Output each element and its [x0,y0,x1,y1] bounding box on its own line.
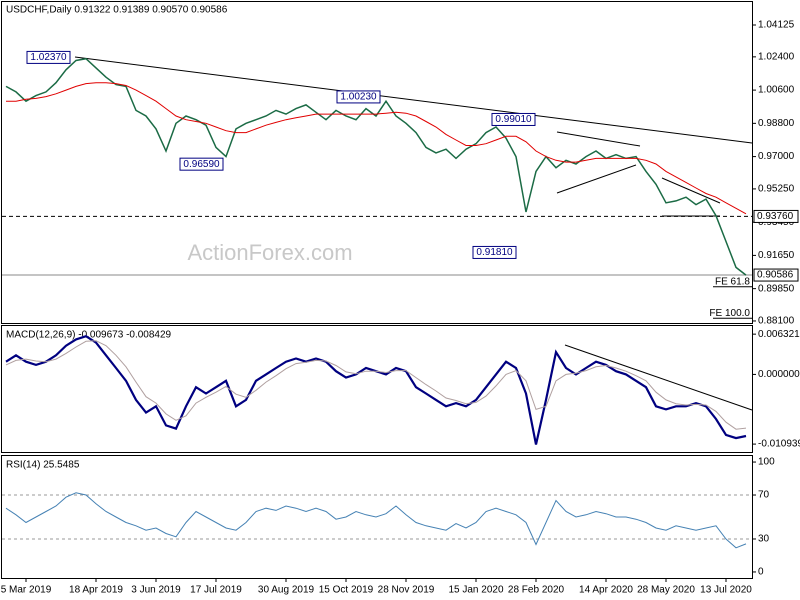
y-tick-label: 1.00600 [758,85,795,96]
x-tick-label: 15 Jan 2020 [448,585,503,596]
y-tick-label: 1.02400 [758,51,795,62]
series-line [5,492,747,549]
annotation-box [472,245,517,259]
trendline [74,56,753,144]
y-tick-label: 0.88100 [758,316,795,327]
last-box [753,268,799,282]
y-tick-label: 0.97000 [758,151,795,162]
macd-title: MACD(12,26,9) -0.009673 -0.008429 [6,330,172,341]
x-tick-label: 15 Oct 2019 [319,585,374,596]
rsi-panel [1,455,753,579]
y-tick-label: 0.95250 [758,184,795,195]
price-panel [1,1,753,324]
annotation-label: 1.00230 [340,92,377,103]
rsi-title: RSI(14) 25.5485 [6,460,80,471]
trendline [661,177,721,204]
x-tick-label: 18 Apr 2019 [69,585,123,596]
series-line [5,57,747,276]
annotation-label: 1.02370 [30,52,67,63]
x-tick-label: 30 Aug 2019 [258,585,315,596]
annotation-box [179,157,224,171]
fe-label: FE 61.8 [715,276,750,287]
macd-panel [1,325,753,453]
y-tick-label: 70 [758,490,770,501]
y-tick-label: 0.91650 [758,250,795,261]
x-tick-label: 28 May 2020 [637,585,695,596]
y-tick-label: 0.98800 [758,118,795,129]
y-tick-label: 30 [758,534,770,545]
annotation-box [336,90,381,104]
annotation-box [491,112,536,126]
x-tick-label: 28 Nov 2019 [378,585,435,596]
y-tick-label: 0 [758,567,764,578]
y-tick-label: 0.89850 [758,283,795,294]
series-line [6,82,747,215]
trendline [556,131,641,147]
x-tick-label: 5 Mar 2019 [1,585,52,596]
level-box [753,209,799,223]
x-tick-label: 3 Jun 2019 [131,585,181,596]
y-tick-label: -0.010939 [758,439,800,450]
annotation-label: 0.96590 [183,159,220,170]
y-tick-label: 1.04125 [758,20,795,31]
price-title: USDCHF,Daily 0.91322 0.91389 0.90570 0.9… [6,5,228,16]
x-tick-label: 13 Jul 2020 [700,585,752,596]
watermark: ActionForex.com [187,240,352,265]
level-label: 0.93760 [757,211,794,222]
y-tick-label: 100 [758,457,775,468]
x-tick-label: 28 Feb 2020 [508,585,565,596]
annotation-label: 0.91810 [476,247,513,258]
trendline [564,344,753,411]
annotation-box [26,50,71,64]
series-line [5,340,747,430]
y-tick-label: 0.000000 [758,369,800,380]
y-tick-label: 0.006321 [758,329,800,340]
last-label: 0.90586 [757,270,794,281]
fe-label: FE 100.0 [709,308,750,319]
annotation-label: 0.99010 [495,114,532,125]
x-tick-label: 17 Jul 2019 [190,585,242,596]
x-tick-label: 14 Apr 2020 [579,585,633,596]
trendline [556,164,637,194]
